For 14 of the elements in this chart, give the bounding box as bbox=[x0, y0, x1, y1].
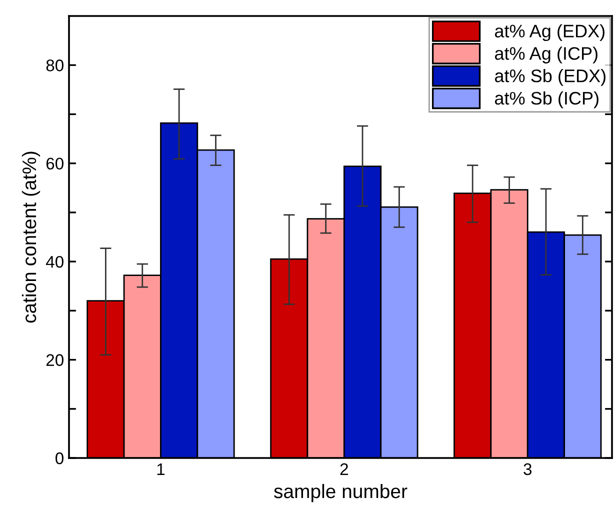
y-tick-label: 40 bbox=[46, 256, 64, 268]
x-tick-label: 1 bbox=[157, 463, 165, 475]
y-tick-label: 20 bbox=[46, 354, 64, 366]
y-tick-label: 0 bbox=[56, 452, 64, 464]
y-tick-label: 60 bbox=[46, 158, 64, 170]
legend-label: at% Ag (ICP) bbox=[494, 46, 598, 64]
legend-label: at% Ag (EDX) bbox=[494, 24, 604, 42]
legend-label: at% Sb (EDX) bbox=[494, 69, 606, 86]
x-axis-title: sample number bbox=[274, 484, 408, 502]
x-tick-label: 2 bbox=[340, 463, 348, 475]
x-tick-label: 3 bbox=[524, 463, 532, 476]
y-axis-title: cation content (at%) bbox=[22, 152, 40, 323]
legend-label: at% Sb (ICP) bbox=[494, 91, 598, 108]
y-tick-label: 80 bbox=[46, 60, 64, 72]
